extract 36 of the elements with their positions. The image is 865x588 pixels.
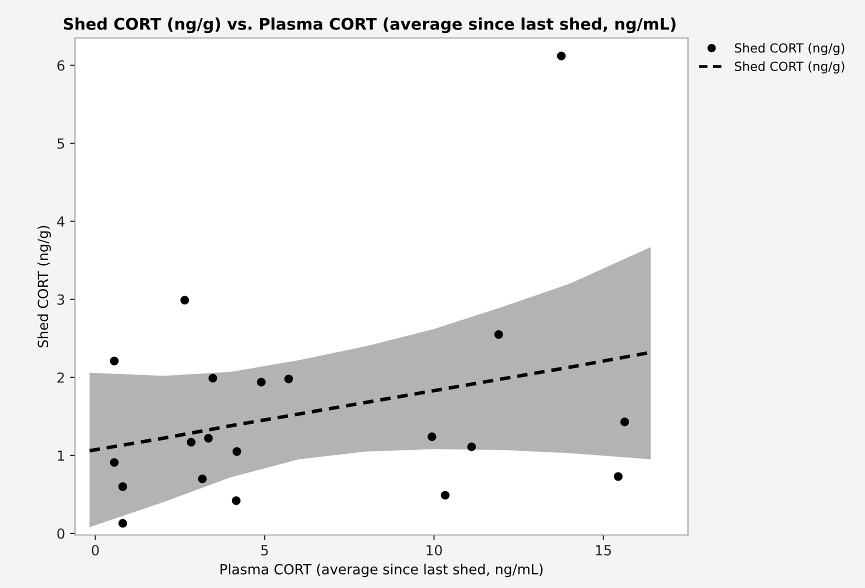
point: [232, 447, 242, 456]
y-tick-label: 0: [57, 528, 64, 539]
y-tick-label: 3: [58, 294, 64, 305]
y-tick-label: 5: [58, 138, 64, 149]
x-tick-label: 15: [596, 545, 611, 556]
x-tick-label: 5: [261, 545, 268, 556]
point: [118, 518, 128, 528]
point: [180, 296, 190, 305]
y-tick-label: 1: [58, 450, 64, 461]
point: [118, 482, 128, 491]
point: [556, 52, 566, 60]
legend-label: Shed CORT (ng/g): [734, 43, 844, 56]
y-tick-label: 2: [57, 372, 64, 383]
x-axis-title: Plasma CORT (average since last shed, ng/mL): [220, 564, 543, 578]
point: [614, 472, 623, 481]
point: [204, 434, 213, 443]
point: [208, 374, 218, 383]
point: [198, 474, 207, 484]
y-tick-label: 6: [57, 60, 64, 71]
point: [110, 458, 119, 467]
point: [284, 374, 294, 384]
point: [110, 356, 119, 366]
point: [467, 442, 476, 452]
point: [494, 330, 504, 339]
point: [186, 438, 196, 447]
x-tick-label: 0: [92, 544, 99, 556]
point: [620, 418, 630, 426]
legend-label: Shed CORT (ng/g): [734, 61, 844, 74]
point: [440, 490, 450, 500]
y-tick-label: 4: [57, 216, 64, 227]
point: [232, 496, 241, 506]
point: [428, 432, 436, 442]
y-axis-title: Shed CORT (ng/g): [37, 226, 51, 348]
x-tick-label: 10: [426, 544, 442, 556]
point: [256, 378, 266, 386]
chart-title: Shed CORT (ng/g) vs. Plasma CORT (average since last shed, ng/mL): [64, 18, 676, 34]
